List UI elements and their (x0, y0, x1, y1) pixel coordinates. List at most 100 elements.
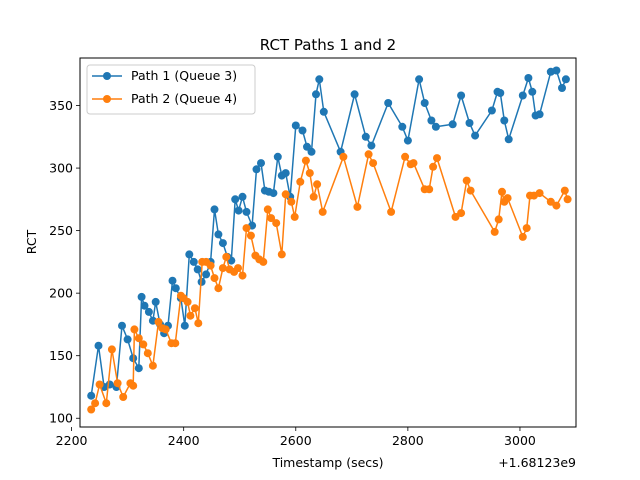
data-point-path-2-28 (210, 274, 219, 283)
data-point-path-2-10 (134, 334, 143, 343)
data-point-path-2-4 (107, 345, 116, 354)
data-point-path-1-8 (134, 364, 143, 373)
data-point-path-2-5 (113, 379, 122, 388)
data-point-path-2-11 (139, 340, 148, 349)
data-point-path-1-27 (210, 205, 219, 214)
data-point-path-1-37 (252, 165, 261, 174)
data-point-path-2-12 (143, 349, 152, 358)
data-point-path-1-68 (487, 106, 496, 115)
data-point-path-2-14 (154, 317, 163, 326)
data-point-path-1-11 (144, 307, 153, 316)
data-point-path-1-34 (238, 192, 247, 201)
data-point-path-2-6 (119, 393, 128, 401)
series-layer (87, 66, 572, 414)
y-tick-label: 100 (49, 411, 73, 426)
data-point-path-2-80 (546, 197, 555, 206)
data-point-path-2-2 (95, 380, 104, 389)
data-point-path-2-42 (267, 214, 276, 223)
data-point-path-2-21 (183, 297, 192, 306)
data-point-path-2-75 (518, 232, 527, 241)
legend-label-path-2: Path 2 (Queue 4) (131, 91, 237, 106)
data-point-path-1-42 (273, 152, 282, 161)
data-point-path-1-61 (420, 99, 429, 107)
y-axis-label: RCT (24, 229, 39, 254)
y-tick-label: 150 (49, 348, 73, 363)
legend: Path 1 (Queue 3) Path 2 (Queue 4) (86, 64, 256, 115)
data-point-path-1-46 (291, 121, 300, 130)
data-point-path-1-41 (269, 189, 278, 198)
data-point-path-2-79 (535, 189, 544, 198)
data-point-path-1-60 (415, 75, 424, 84)
data-point-path-2-41 (263, 205, 272, 214)
data-point-path-2-37 (246, 231, 255, 240)
y-tick-label: 200 (49, 286, 73, 301)
data-point-path-2-44 (277, 250, 286, 259)
data-point-path-1-80 (558, 84, 566, 92)
y-tick-label: 250 (49, 223, 73, 238)
data-point-path-1-49 (307, 147, 316, 156)
ticks-layer: 2200 2400 2600 2800 3000 100 150 200 250 300 350 (49, 98, 536, 448)
data-point-path-1-33 (234, 206, 243, 215)
data-point-path-1-56 (367, 141, 376, 150)
data-point-path-1-21 (185, 250, 194, 259)
data-point-path-1-66 (465, 119, 474, 127)
data-point-path-1-28 (214, 230, 223, 239)
y-tick-label: 350 (49, 98, 73, 113)
data-point-path-1-75 (528, 87, 537, 96)
data-point-path-2-53 (318, 207, 327, 216)
data-point-path-1-64 (448, 120, 457, 129)
data-point-path-1-70 (496, 89, 505, 97)
data-point-path-2-61 (409, 159, 418, 168)
data-point-path-2-71 (494, 215, 503, 224)
data-point-path-2-24 (194, 319, 203, 328)
data-point-path-2-3 (102, 399, 111, 408)
data-point-path-2-34 (234, 264, 242, 273)
data-point-path-2-29 (214, 284, 223, 293)
data-point-path-1-6 (123, 335, 132, 344)
data-point-path-2-82 (560, 186, 569, 195)
data-point-path-2-68 (462, 176, 471, 185)
data-point-path-2-64 (429, 162, 438, 171)
data-point-path-2-48 (296, 177, 305, 186)
data-point-path-1-55 (361, 132, 370, 141)
data-point-path-1-18 (171, 284, 180, 293)
data-point-path-1-79 (552, 66, 561, 75)
data-point-path-2-81 (552, 201, 561, 210)
data-point-path-2-58 (387, 207, 396, 216)
data-point-path-2-36 (242, 224, 251, 233)
data-point-path-2-47 (290, 212, 299, 221)
data-point-path-2-83 (563, 195, 572, 204)
data-point-path-1-58 (398, 122, 407, 131)
data-point-path-1-54 (350, 90, 359, 99)
data-point-path-1-63 (431, 122, 440, 131)
data-point-path-1-74 (524, 74, 533, 82)
data-point-path-1-44 (281, 169, 290, 178)
data-point-path-1-20 (180, 321, 189, 330)
data-point-path-2-46 (287, 197, 296, 206)
data-point-path-1-5 (118, 321, 126, 330)
data-point-path-2-1 (91, 399, 100, 408)
data-point-path-2-63 (425, 185, 434, 194)
data-point-path-2-49 (301, 156, 310, 165)
data-point-path-1-38 (257, 159, 265, 168)
series-path-1 (87, 66, 570, 400)
data-point-path-2-67 (457, 209, 466, 218)
x-tick-label: 2200 (56, 433, 88, 448)
data-point-path-2-31 (222, 252, 231, 261)
data-point-path-1-71 (500, 116, 509, 125)
data-point-path-2-27 (206, 261, 215, 270)
data-point-path-1-57 (384, 99, 393, 107)
x-tick-label: 2800 (392, 433, 424, 448)
legend-box (86, 64, 256, 115)
data-point-path-1-0 (87, 391, 96, 400)
chart-title: RCT Paths 1 and 2 (260, 36, 396, 54)
data-point-path-2-55 (353, 202, 362, 211)
data-point-path-1-81 (561, 75, 570, 84)
data-point-path-1-62 (427, 116, 436, 125)
data-point-path-2-74 (503, 194, 512, 203)
data-point-path-1-50 (312, 90, 320, 99)
data-point-path-2-70 (490, 227, 499, 236)
x-axis-label: Timestamp (secs) (271, 455, 383, 470)
data-point-path-2-52 (313, 180, 322, 189)
data-point-path-1-17 (168, 276, 177, 285)
